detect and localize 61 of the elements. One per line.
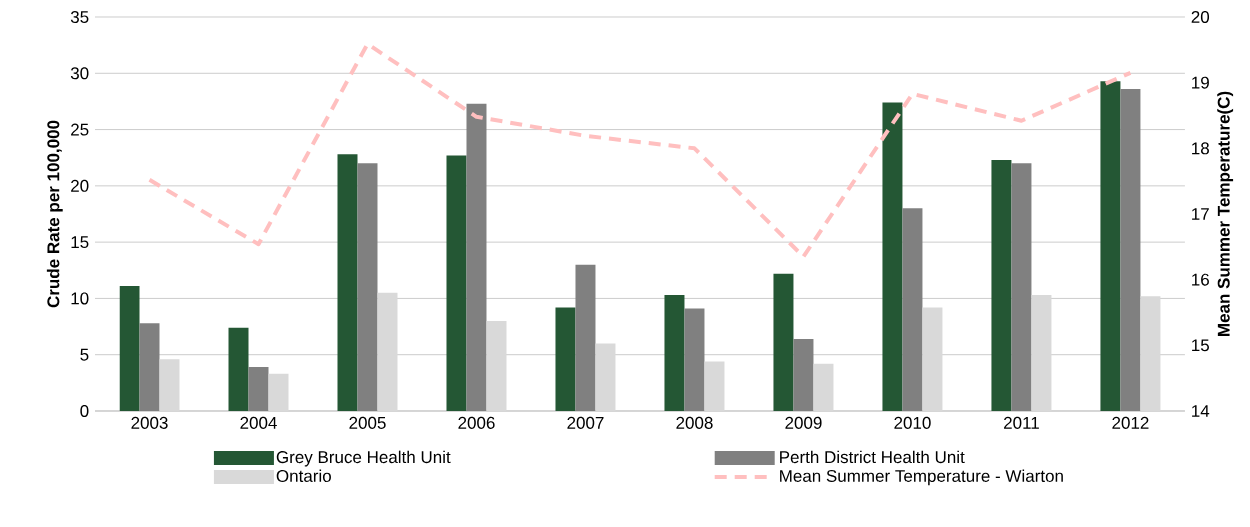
bar bbox=[446, 155, 467, 411]
legend-label: Perth District Health Unit bbox=[780, 450, 965, 464]
bar bbox=[377, 292, 398, 411]
bar bbox=[228, 327, 249, 411]
y2-tick-label: 20 bbox=[1191, 10, 1210, 24]
bar bbox=[813, 363, 834, 411]
bar bbox=[773, 273, 794, 411]
bar bbox=[268, 373, 289, 411]
bar bbox=[357, 163, 378, 411]
bar bbox=[882, 102, 903, 411]
x-tick-label: 2004 bbox=[240, 416, 277, 429]
y2-tick-label: 18 bbox=[1192, 142, 1209, 155]
bar bbox=[922, 307, 943, 411]
x-tick-label: 2007 bbox=[567, 416, 604, 429]
y2-tick-label: 17 bbox=[1192, 208, 1209, 220]
bar bbox=[119, 286, 140, 411]
bar bbox=[486, 320, 507, 411]
x-tick-label: 2008 bbox=[676, 416, 713, 429]
bar bbox=[793, 338, 814, 411]
bar bbox=[1011, 163, 1032, 411]
y-tick-label: 15 bbox=[71, 236, 89, 249]
y-tick-label: 25 bbox=[71, 123, 89, 136]
y-tick-label: 10 bbox=[71, 292, 89, 305]
bar bbox=[991, 159, 1012, 411]
bar bbox=[664, 295, 685, 411]
y2-tick-label: 15 bbox=[1192, 339, 1209, 352]
y-tick-label: 0 bbox=[80, 404, 89, 418]
bar bbox=[555, 307, 576, 411]
bar bbox=[248, 367, 269, 411]
y-axis-title: Crude Rate per 100,000 bbox=[46, 120, 63, 308]
bar bbox=[595, 343, 616, 411]
bar bbox=[337, 154, 358, 411]
y2-tick-label: 16 bbox=[1192, 273, 1209, 286]
x-tick-label: 2003 bbox=[131, 416, 168, 429]
legend-label: Mean Summer Temperature - Wiarton bbox=[780, 469, 1063, 486]
y-tick-label: 35 bbox=[70, 10, 89, 24]
y2-tick-label: 14 bbox=[1192, 405, 1210, 417]
y2-tick-label: 19 bbox=[1192, 76, 1209, 89]
y-tick-label: 20 bbox=[71, 179, 89, 192]
bar bbox=[139, 323, 160, 411]
bar bbox=[902, 208, 923, 411]
bar bbox=[1120, 89, 1141, 411]
bar bbox=[159, 359, 180, 411]
bar bbox=[1140, 296, 1161, 411]
x-tick-label: 2012 bbox=[1112, 416, 1149, 429]
x-tick-label: 2006 bbox=[458, 416, 495, 429]
x-tick-label: 2009 bbox=[785, 416, 822, 429]
y2-axis-title: Mean Summer Temperature(C) bbox=[1217, 91, 1234, 336]
x-tick-label: 2011 bbox=[1004, 416, 1039, 429]
legend-label: Grey Bruce Health Unit bbox=[276, 450, 451, 467]
bar bbox=[684, 308, 705, 411]
bar bbox=[704, 361, 725, 411]
y-tick-label: 30 bbox=[70, 67, 89, 80]
legend-label: Ontario bbox=[276, 469, 331, 482]
x-tick-label: 2005 bbox=[349, 416, 386, 429]
bar bbox=[466, 103, 487, 411]
bar bbox=[1100, 81, 1121, 411]
bar bbox=[575, 264, 596, 411]
bar bbox=[1031, 295, 1052, 411]
x-tick-label: 2010 bbox=[894, 416, 931, 429]
y-tick-label: 5 bbox=[80, 348, 89, 361]
